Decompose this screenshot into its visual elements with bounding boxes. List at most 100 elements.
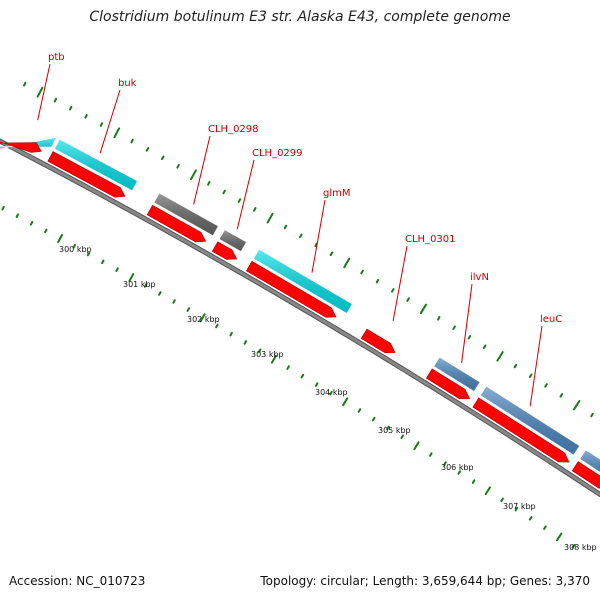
tick-mark bbox=[270, 354, 277, 364]
tick-mark bbox=[101, 259, 105, 265]
tick-mark bbox=[300, 373, 305, 379]
cds-arrow-ptb bbox=[0, 141, 42, 153]
tick-mark bbox=[57, 234, 63, 244]
genome-backbone bbox=[0, 138, 600, 498]
gene-leader-line bbox=[311, 199, 326, 273]
scale-label: 304 kbp bbox=[315, 388, 348, 397]
tick-mark bbox=[69, 105, 73, 111]
tick-mark bbox=[186, 307, 191, 312]
label-leaders bbox=[37, 63, 543, 407]
cds-arrow-clh-0298 bbox=[146, 204, 207, 243]
gene-leader-line bbox=[236, 159, 255, 230]
tick-mark bbox=[113, 127, 121, 139]
feature-glmm-shade bbox=[253, 249, 353, 314]
scale-label: 302 kbp bbox=[187, 315, 220, 324]
tick-mark bbox=[482, 344, 487, 350]
scale-label: 303 kbp bbox=[251, 350, 284, 359]
tick-mark bbox=[1, 205, 5, 211]
tick-mark bbox=[484, 486, 491, 496]
tick-mark bbox=[528, 516, 533, 521]
tick-mark bbox=[161, 155, 165, 161]
gene-label-glmm: glmM bbox=[323, 188, 351, 199]
tick-mark bbox=[99, 122, 104, 127]
tick-mark bbox=[53, 97, 58, 103]
tick-mark bbox=[86, 251, 91, 257]
tick-mark bbox=[360, 269, 364, 275]
cds-arrow-next bbox=[571, 461, 600, 489]
tick-mark bbox=[443, 461, 447, 466]
tick-mark bbox=[343, 257, 351, 269]
tick-mark bbox=[406, 297, 410, 302]
scale-label: 300 kbp bbox=[59, 245, 92, 254]
backbone-shadow bbox=[0, 138, 600, 498]
tick-mark bbox=[375, 278, 380, 284]
tick-mark bbox=[342, 397, 349, 407]
tick-mark bbox=[528, 373, 533, 378]
scale-label: 301 kbp bbox=[123, 280, 156, 289]
tick-mark bbox=[371, 416, 376, 422]
gene-labels: ptb buk CLH_0298 CLH_0299 glmM CLH_0301 ilvN le… bbox=[48, 52, 562, 325]
gene-label-clh-0299: CLH_0299 bbox=[252, 148, 303, 159]
feature-track bbox=[0, 136, 600, 489]
feature-buk-shade bbox=[54, 139, 138, 191]
tick-marks-inner bbox=[1, 205, 576, 549]
tick-mark bbox=[543, 525, 547, 530]
tick-mark bbox=[437, 316, 441, 321]
tick-mark bbox=[115, 267, 119, 272]
tick-mark bbox=[429, 452, 433, 457]
tick-mark bbox=[452, 325, 456, 330]
tick-mark bbox=[513, 363, 518, 369]
backbone-line bbox=[0, 139, 600, 497]
scale-label: 307 kbp bbox=[503, 502, 536, 511]
cds-arrow-buk bbox=[47, 151, 126, 198]
tick-mark bbox=[36, 86, 44, 98]
tick-mark bbox=[130, 138, 134, 144]
tick-mark bbox=[556, 532, 563, 542]
gene-label-buk: buk bbox=[118, 78, 137, 89]
cds-arrow-clh-0299 bbox=[211, 241, 238, 260]
gene-label-leuc: leuC bbox=[540, 314, 562, 325]
scale-labels: 300 kbp 301 kbp 302 kbp 303 kbp 304 kbp 305 k… bbox=[59, 245, 597, 552]
gene-label-clh-0298: CLH_0298 bbox=[208, 124, 259, 135]
tick-mark bbox=[500, 497, 504, 503]
gene-label-clh-0301: CLH_0301 bbox=[405, 234, 456, 245]
tick-mark bbox=[467, 335, 472, 340]
feature-leuc-shade bbox=[480, 386, 580, 455]
gene-label-ilvn: ilvN bbox=[470, 272, 489, 283]
tick-mark bbox=[237, 198, 242, 203]
cds-arrow-leuc bbox=[472, 397, 570, 463]
gene-label-ptb: ptb bbox=[48, 52, 65, 63]
tick-mark bbox=[229, 331, 233, 337]
tick-mark bbox=[143, 283, 148, 288]
tick-mark bbox=[283, 224, 288, 230]
tick-mark bbox=[145, 147, 150, 152]
tick-mark bbox=[299, 233, 303, 239]
tick-mark bbox=[571, 544, 576, 549]
feature-clh-0298-shade bbox=[153, 193, 219, 236]
tick-mark bbox=[266, 212, 274, 224]
tick-mark bbox=[590, 412, 594, 418]
tick-mark bbox=[257, 348, 262, 354]
tick-mark bbox=[190, 169, 197, 181]
tick-mark bbox=[573, 400, 581, 411]
tick-mark bbox=[253, 207, 257, 212]
tick-mark bbox=[357, 408, 362, 413]
tick-mark bbox=[128, 273, 135, 282]
tick-mark bbox=[286, 365, 290, 370]
scale-label: 305 kbp bbox=[378, 426, 411, 435]
tick-mark bbox=[172, 299, 176, 304]
gene-leader-line bbox=[461, 283, 473, 364]
tick-mark bbox=[29, 220, 34, 226]
tick-mark bbox=[386, 425, 390, 431]
tick-marks-outer bbox=[23, 81, 594, 418]
gene-leader-line bbox=[392, 245, 408, 321]
tick-mark bbox=[15, 213, 19, 218]
feature-ilvn-shade bbox=[433, 357, 480, 392]
tick-mark bbox=[72, 243, 76, 249]
tick-mark bbox=[329, 251, 334, 257]
tick-mark bbox=[44, 228, 48, 234]
tick-mark bbox=[207, 181, 211, 186]
tick-mark bbox=[314, 382, 319, 387]
tick-mark bbox=[471, 479, 476, 484]
tick-mark bbox=[222, 189, 226, 195]
